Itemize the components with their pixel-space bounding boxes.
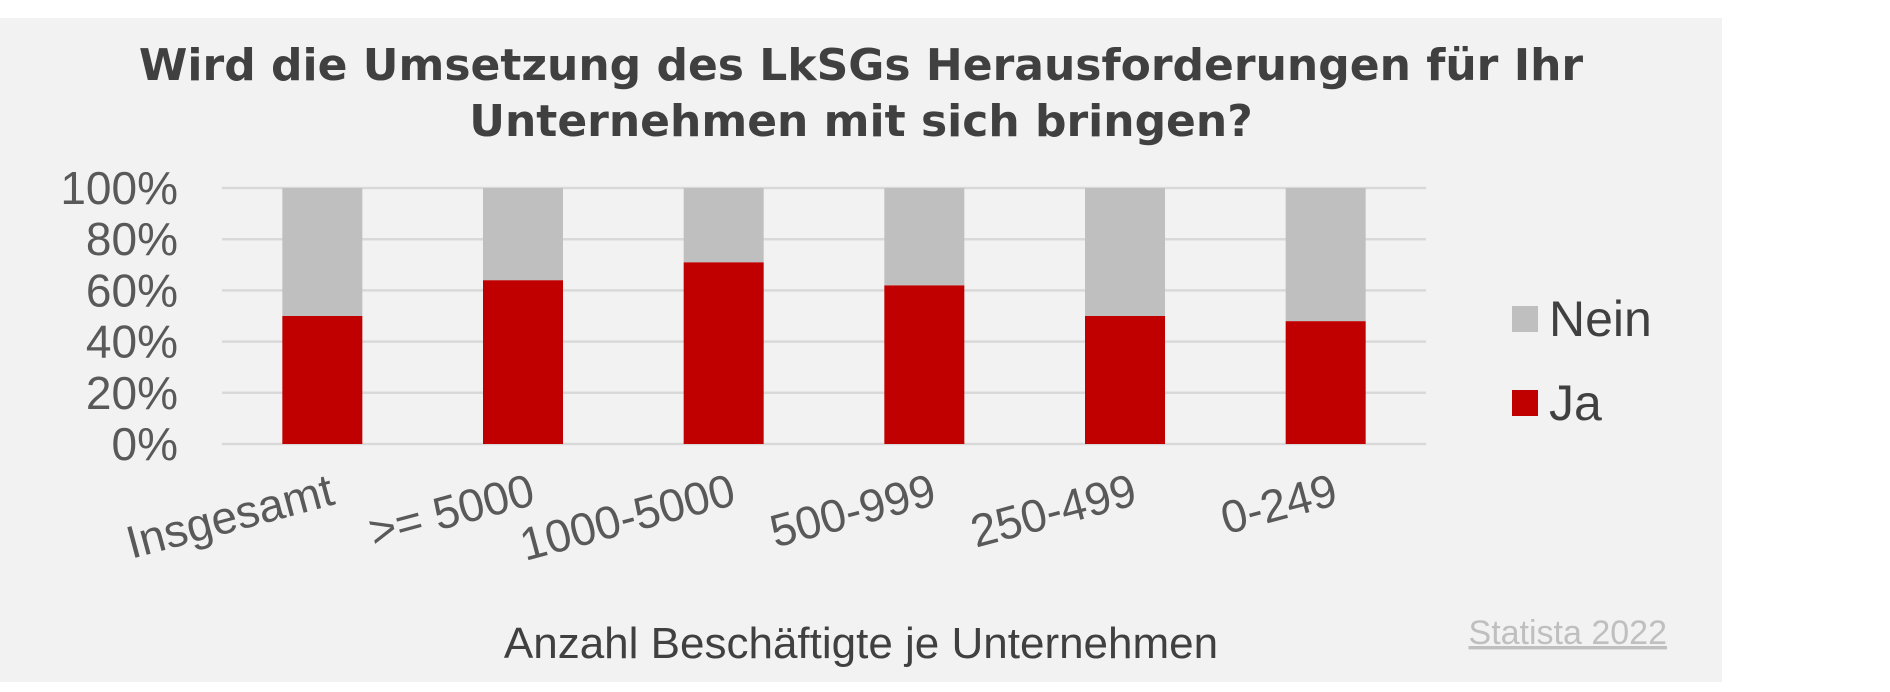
y-tick-label: 60% [86,264,178,316]
y-tick-label: 20% [86,367,178,419]
x-category-label: 1000-5000 [514,463,740,570]
y-tick-label: 0% [112,418,178,470]
source-link[interactable]: Statista 2022 [1469,614,1667,652]
chart-panel: Wird die Umsetzung des LkSGs Herausforde… [0,18,1722,682]
x-category-label: >= 5000 [363,463,540,557]
stacked-bar-chart: Wird die Umsetzung des LkSGs Herausforde… [60,40,1667,668]
y-axis-ticks: 0%20%40%60%80%100% [60,162,178,470]
chart-title-line-2: Unternehmen mit sich bringen? [469,96,1253,147]
bar-ja-2 [683,262,764,444]
bar-ja-4 [1085,316,1165,444]
bar-nein-5 [1285,188,1366,322]
x-category-label: 250-499 [965,463,1142,557]
bar-nein-0 [282,188,363,316]
bar-nein-2 [683,188,764,263]
legend-label-nein: Nein [1549,291,1652,347]
y-tick-label: 80% [86,213,178,265]
legend-label-ja: Ja [1549,375,1602,431]
legend-swatch-nein [1512,306,1538,332]
gridlines [222,186,1426,446]
bar-ja-0 [282,316,363,444]
chart-title-line-1: Wird die Umsetzung des LkSGs Herausforde… [139,40,1584,91]
bar-nein-3 [884,188,965,286]
bars [282,188,1366,444]
legend-swatch-ja [1512,390,1538,416]
y-tick-label: 100% [60,162,178,214]
bar-ja-5 [1285,321,1366,444]
x-axis-label: Anzahl Beschäftigte je Unternehmen [504,619,1218,668]
bar-nein-4 [1085,188,1165,316]
x-category-label: Insgesamt [120,463,339,568]
x-category-label: 500-999 [764,463,941,557]
y-tick-label: 40% [86,316,178,368]
bar-ja-1 [483,280,563,444]
bar-ja-3 [884,285,965,444]
x-category-label: 0-249 [1215,463,1342,544]
legend: Nein Ja [1512,291,1652,431]
bar-nein-1 [483,188,563,281]
